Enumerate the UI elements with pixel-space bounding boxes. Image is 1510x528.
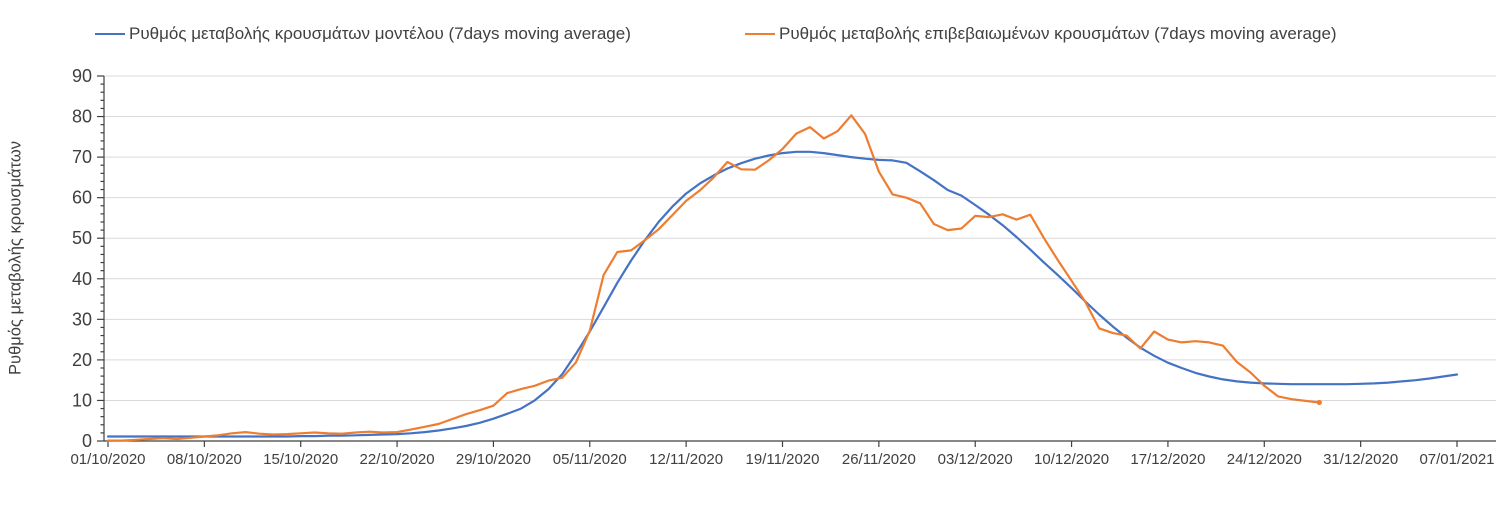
x-axis-tick-label: 29/10/2020 [456, 451, 531, 468]
x-axis-tick-label: 05/11/2020 [553, 451, 627, 468]
y-axis-tick-label: 40 [72, 269, 92, 289]
y-axis-tick-label: 10 [72, 390, 92, 410]
y-axis-tick-label: 60 [72, 188, 92, 208]
legend-line-confirmed-icon [745, 32, 775, 36]
series-end-marker [1316, 399, 1322, 406]
x-axis-tick-label: 01/10/2020 [70, 451, 145, 468]
y-axis-tick-label: 70 [72, 147, 92, 167]
legend-item-model: Ρυθμός μεταβολής κρουσμάτων μοντέλου (7d… [95, 24, 631, 44]
x-axis-tick-label: 26/11/2020 [842, 451, 916, 468]
legend-item-confirmed: Ρυθμός μεταβολής επιβεβαιωμένων κρουσμάτ… [745, 24, 1337, 44]
x-axis-tick-label: 17/12/2020 [1130, 451, 1205, 468]
y-axis-tick-label: 80 [72, 107, 92, 127]
y-axis-ticks [97, 75, 104, 442]
y-axis-tick-label: 90 [72, 66, 92, 86]
x-axis-ticks [107, 441, 1458, 447]
chart-legend: Ρυθμός μεταβολής κρουσμάτων μοντέλου (7d… [0, 24, 1510, 50]
x-axis-tick-label: 03/12/2020 [938, 451, 1013, 468]
legend-line-model-icon [95, 32, 125, 36]
x-axis-tick-label: 15/10/2020 [263, 451, 338, 468]
series-line-model [106, 150, 1459, 438]
legend-label-model: Ρυθμός μεταβολής κρουσμάτων μοντέλου (7d… [129, 24, 631, 43]
y-axis-tick-label: 0 [82, 431, 92, 451]
x-axis-tick-label: 22/10/2020 [360, 451, 435, 468]
y-axis-tick-label: 50 [72, 228, 92, 248]
x-axis-tick-label: 08/10/2020 [167, 451, 242, 468]
x-axis-tick-label: 07/01/2021 [1419, 451, 1494, 468]
x-axis-tick-label: 12/11/2020 [649, 451, 723, 468]
y-axis-tick-label: 30 [72, 309, 92, 329]
x-axis-tick-label: 31/12/2020 [1323, 451, 1398, 468]
series-line-confirmed [106, 114, 1321, 442]
gridlines [104, 75, 1496, 401]
x-axis-tick-label: 10/12/2020 [1034, 451, 1109, 468]
x-axis-labels: 01/10/2020 08/10/2020 15/10/2020 22/10/2020… [70, 451, 1494, 468]
x-axis-tick-label: 24/12/2020 [1227, 451, 1302, 468]
y-axis-tick-label: 20 [72, 350, 92, 370]
x-axis-tick-label: 19/11/2020 [746, 451, 820, 468]
legend-label-confirmed: Ρυθμός μεταβολής επιβεβαιωμένων κρουσμάτ… [779, 24, 1337, 43]
y-axis-labels: 0 10 20 30 40 50 60 70 80 90 [72, 66, 92, 451]
